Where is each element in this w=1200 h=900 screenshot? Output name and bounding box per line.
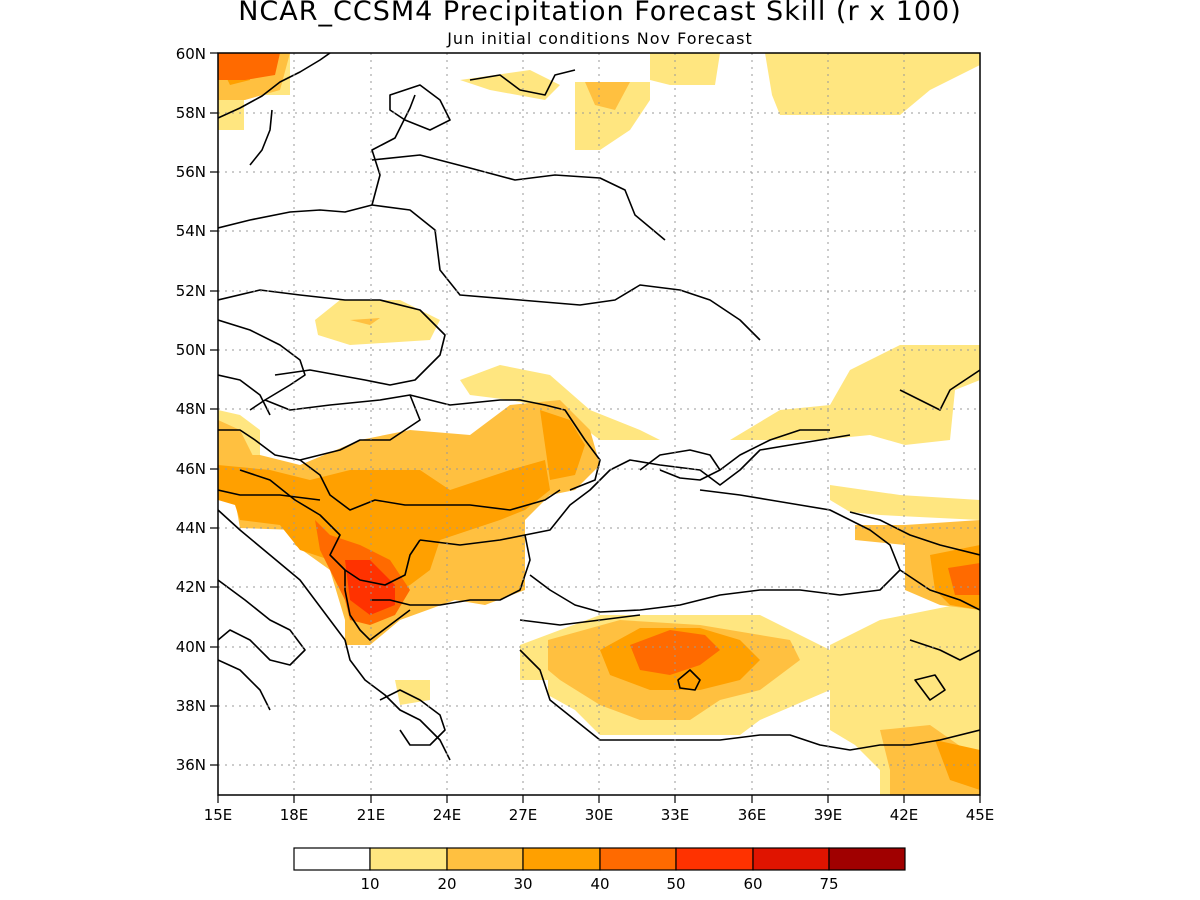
x-tick-label: 33E <box>661 806 690 824</box>
colorbar-label: 30 <box>513 875 532 893</box>
y-tick-label: 58N <box>176 104 206 122</box>
colorbar-label: 40 <box>590 875 609 893</box>
y-tick-label: 40N <box>176 638 206 656</box>
x-tick-label: 15E <box>204 806 233 824</box>
colorbar-swatch <box>753 848 829 870</box>
y-tick-label: 50N <box>176 341 206 359</box>
y-tick-label: 36N <box>176 756 206 774</box>
colorbar-label: 20 <box>437 875 456 893</box>
x-tick-label: 39E <box>814 806 843 824</box>
colorbar-swatch <box>370 848 447 870</box>
y-tick-label: 38N <box>176 697 206 715</box>
colorbar-swatch <box>829 848 905 870</box>
x-tick-label: 24E <box>433 806 462 824</box>
x-tick-label: 27E <box>509 806 538 824</box>
colorbar-swatch <box>600 848 676 870</box>
colorbar-label: 75 <box>819 875 838 893</box>
y-tick-labels: 36N 38N 40N 42N 44N 46N 48N 50N 52N 54N … <box>176 45 206 774</box>
y-tick-label: 56N <box>176 163 206 181</box>
colorbar-label: 60 <box>743 875 762 893</box>
x-tick-label: 21E <box>357 806 386 824</box>
colorbar-label: 50 <box>666 875 685 893</box>
colorbar-swatch <box>523 848 600 870</box>
y-tick-label: 46N <box>176 460 206 478</box>
colorbar-swatch <box>294 848 370 870</box>
y-tick-label: 44N <box>176 519 206 537</box>
x-tick-label: 18E <box>280 806 309 824</box>
colorbar-label: 10 <box>360 875 379 893</box>
y-tick-label: 42N <box>176 578 206 596</box>
x-tick-label: 30E <box>585 806 614 824</box>
y-tick-label: 60N <box>176 45 206 63</box>
x-tick-label: 45E <box>966 806 995 824</box>
y-tick-label: 48N <box>176 400 206 418</box>
colorbar-swatch <box>447 848 523 870</box>
y-tick-label: 52N <box>176 282 206 300</box>
colorbar: 10 20 30 40 50 60 75 <box>294 848 905 893</box>
x-tick-label: 42E <box>890 806 919 824</box>
colorbar-swatch <box>676 848 753 870</box>
x-tick-label: 36E <box>738 806 767 824</box>
x-tick-labels: 15E 18E 21E 24E 27E 30E 33E 36E 39E 42E … <box>204 806 995 824</box>
y-tick-label: 54N <box>176 222 206 240</box>
